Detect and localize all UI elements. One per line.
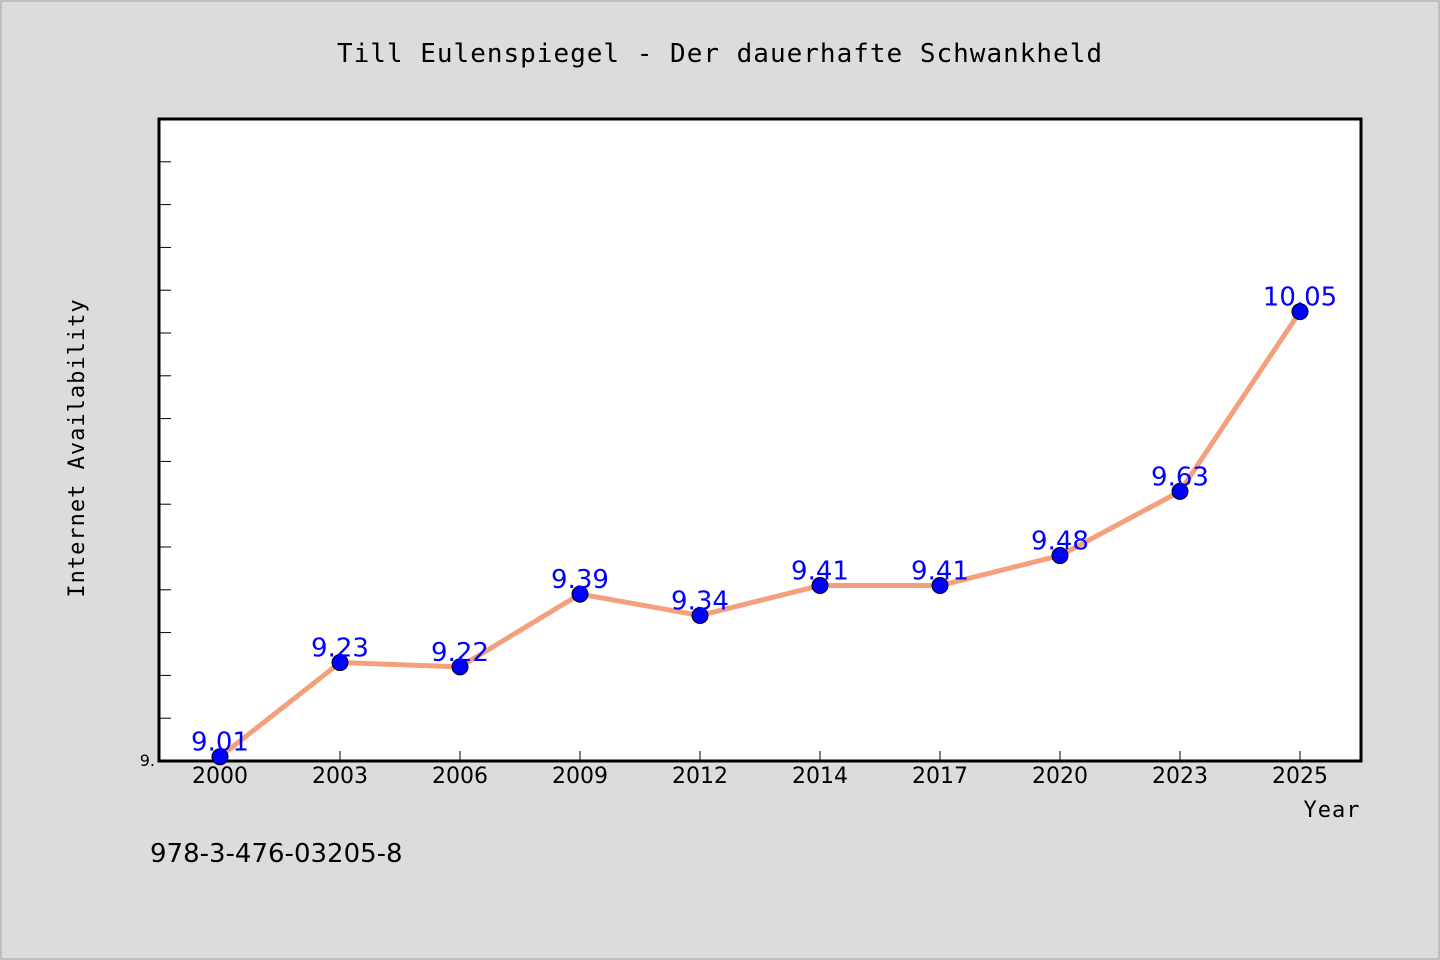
chart-title: Till Eulenspiegel - Der dauerhafte Schwa… (337, 39, 1103, 69)
data-label: 10.05 (1263, 283, 1337, 313)
isbn-footer: 978-3-476-03205-8 (150, 839, 403, 869)
y-axis-label: Internet Availability (65, 298, 90, 597)
x-tick-label: 2017 (912, 764, 968, 789)
data-point (691, 606, 709, 624)
plot-area (157, 117, 1363, 763)
data-point (811, 577, 829, 595)
data-point (451, 658, 469, 676)
data-label: 9.63 (1151, 462, 1209, 492)
x-tick-label: 2023 (1152, 764, 1208, 789)
data-point (571, 585, 589, 603)
x-tick-label: 2006 (432, 764, 488, 789)
data-label: 9.41 (791, 557, 849, 587)
x-tick-label: 2009 (552, 764, 608, 789)
series-line (217, 309, 1303, 760)
data-series: 9.01 9.23 9.22 9.39 9.34 9.41 9.41 9.48 9.63 10.0… (191, 283, 1337, 766)
x-tick-label: 2012 (672, 764, 728, 789)
y-tick-label: 9. (140, 751, 155, 770)
data-point (1051, 547, 1069, 565)
data-point (1171, 482, 1189, 500)
x-tick-label: 2003 (312, 764, 368, 789)
x-tick-label: 2000 (192, 764, 248, 789)
x-tick-label: 2020 (1032, 764, 1088, 789)
data-label: 9.48 (1031, 527, 1089, 557)
x-tick-label: 2025 (1272, 764, 1328, 789)
data-label: 9.22 (431, 638, 489, 668)
x-axis-label: Year (1304, 798, 1361, 823)
data-label: 9.39 (551, 565, 609, 595)
x-tick-label: 2014 (792, 764, 848, 789)
data-label: 9.23 (311, 634, 369, 664)
data-point (331, 654, 349, 672)
data-point (1291, 303, 1309, 321)
data-label: 9.41 (911, 557, 969, 587)
data-point (211, 748, 229, 766)
x-axis-ticks: 2000 2003 2006 2009 2012 2014 2017 2020 2023 2025 (192, 751, 1328, 789)
data-point (931, 577, 949, 595)
data-label: 9.34 (671, 586, 729, 616)
data-label: 9.01 (191, 728, 249, 758)
y-axis-ticks (159, 161, 171, 719)
